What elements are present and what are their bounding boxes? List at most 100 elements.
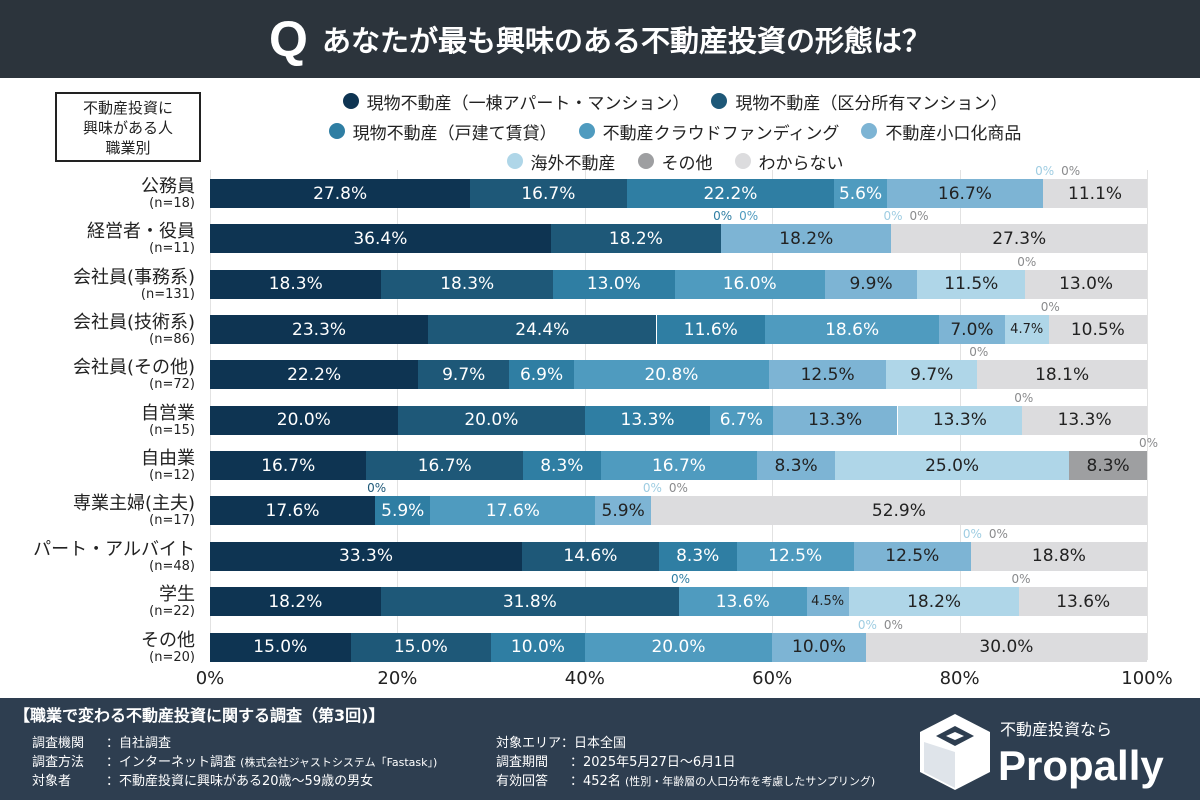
category-box-line: 不動産投資に bbox=[82, 99, 173, 117]
stacked-bar: 20.0% 20.0% 13.3% 6.7% 13.3% 13.3% 13.3% bbox=[210, 405, 1147, 435]
survey-info-key: 調査方法 bbox=[32, 755, 85, 770]
survey-info-value: ：452名 bbox=[570, 774, 621, 789]
category-label: その他 (n=20) bbox=[0, 630, 195, 665]
survey-info-row: 調査機関 ：自社調査 bbox=[32, 736, 171, 752]
bar-segment: 8.3% bbox=[522, 451, 601, 481]
bar-segment: 9.9% bbox=[824, 269, 918, 299]
bar-segment: 20.0% bbox=[397, 405, 586, 435]
bar-segment: 6.9% bbox=[509, 360, 574, 390]
category-name: 自由業 bbox=[141, 448, 195, 470]
bar-segment: 33.3% bbox=[210, 541, 523, 571]
legend-label: 不動産クラウドファンディング bbox=[602, 123, 840, 144]
category-label: パート・アルバイト (n=48) bbox=[0, 539, 195, 574]
category-name: 経営者・役員 bbox=[87, 221, 195, 243]
legend-row: 現物不動産（一棟アパート・マンション） 現物不動産（区分所有マンション） bbox=[215, 86, 1135, 116]
category-label: 学生 (n=22) bbox=[0, 584, 195, 619]
category-n: (n=15) bbox=[149, 422, 195, 438]
zero-value-label: 0% bbox=[962, 526, 982, 541]
footer: 【職業で変わる不動産投資に関する調査（第3回)】 調査機関 ：自社調査 調査方法 ：… bbox=[0, 698, 1200, 800]
bar-segment: 11.1% bbox=[1043, 179, 1147, 208]
bar-segment: 13.3% bbox=[585, 405, 710, 435]
legend-label: その他 bbox=[661, 153, 713, 174]
category-label: 自営業 (n=15) bbox=[0, 403, 195, 438]
survey-info-row: 有効回答 ：452名 (性別・年齢層の人口分布を考慮したサンプリング) bbox=[496, 774, 875, 790]
bar-segment: 18.1% bbox=[977, 360, 1147, 390]
legend-label: 海外不動産 bbox=[530, 153, 616, 174]
category-label: 会社員(その他) (n=72) bbox=[0, 357, 195, 392]
legend-item: 不動産クラウドファンディング bbox=[578, 119, 840, 144]
legend-label: 現物不動産（戸建て賃貸） bbox=[352, 123, 557, 144]
bar-segment: 16.7% bbox=[886, 179, 1044, 208]
bar-segment: 8.3% bbox=[658, 541, 737, 571]
legend-label: わからない bbox=[758, 153, 844, 174]
zero-value-label: 0% bbox=[988, 526, 1008, 541]
stacked-bar: 18.3% 18.3% 13.0% 16.0% 9.9% 11.5% 13.0% bbox=[210, 269, 1147, 299]
category-name: パート・アルバイト bbox=[33, 538, 195, 560]
legend-item: 現物不動産（区分所有マンション） bbox=[711, 89, 1007, 114]
zero-value-label: 0% bbox=[1040, 300, 1060, 315]
bar-segment: 27.8% bbox=[210, 179, 471, 208]
bar-segment: 7.0% bbox=[939, 315, 1005, 345]
category-name: 会社員(その他) bbox=[72, 357, 195, 379]
stacked-bar: 22.2% 9.7% 6.9% 20.8% 12.5% 9.7% 18.1% bbox=[210, 360, 1147, 390]
survey-info-key: 対象者 bbox=[32, 774, 72, 789]
category-n: (n=86) bbox=[149, 332, 195, 348]
zero-value-label: 0% bbox=[857, 617, 877, 632]
bar-segment: 31.8% bbox=[380, 587, 679, 617]
category-n: (n=18) bbox=[149, 196, 195, 211]
legend-dot-icon bbox=[578, 123, 595, 139]
legend-dot-icon bbox=[342, 93, 359, 109]
bar-segment: 8.3% bbox=[1069, 451, 1147, 481]
x-tick-label: 40% bbox=[564, 668, 605, 689]
category-name: 会社員(事務系) bbox=[72, 266, 195, 288]
chart-area: 0% 20% 40% 60% 80% 100% 公務員 (n=18) 27.8% 16.7% 22.… bbox=[0, 164, 1200, 700]
legend-item: わからない bbox=[734, 149, 844, 174]
category-label: 専業主婦(主夫) (n=17) bbox=[0, 493, 195, 528]
category-n: (n=22) bbox=[149, 604, 195, 620]
zero-value-label: 0% bbox=[1014, 390, 1034, 405]
bar-segment: 9.7% bbox=[886, 360, 978, 390]
category-name: 自営業 bbox=[141, 402, 195, 424]
category-name: 公務員 bbox=[141, 176, 195, 197]
category-n: (n=72) bbox=[149, 377, 195, 393]
x-tick-label: 0% bbox=[195, 668, 225, 689]
gridline bbox=[1147, 170, 1148, 660]
bar-segment: 18.2% bbox=[721, 224, 892, 254]
category-label: 経営者・役員 (n=11) bbox=[0, 221, 195, 256]
bar-segment: 11.5% bbox=[917, 269, 1026, 299]
legend-label: 現物不動産（一棟アパート・マンション） bbox=[366, 93, 690, 114]
category-name: 専業主婦(主夫) bbox=[72, 493, 195, 515]
bar-segment: 15.0% bbox=[210, 632, 351, 662]
zero-value-label: 0% bbox=[367, 481, 387, 496]
category-label: 公務員 (n=18) bbox=[0, 176, 195, 211]
category-n: (n=12) bbox=[149, 468, 195, 484]
title-bar: Q あなたが最も興味のある不動産投資の形態は？ bbox=[0, 0, 1200, 78]
category-name: 学生 bbox=[159, 584, 195, 606]
survey-info-row: 調査方法 ：インターネット調査 (株式会社ジャストシステム「Fastask」) bbox=[32, 755, 437, 771]
bar-segment: 4.5% bbox=[806, 587, 849, 617]
bar-segment: 13.6% bbox=[1019, 587, 1147, 617]
zero-value-label: 0% bbox=[1139, 436, 1159, 451]
category-n: (n=11) bbox=[149, 241, 195, 257]
zero-value-label: 0% bbox=[883, 209, 903, 224]
x-tick-label: 60% bbox=[752, 668, 793, 689]
bar-segment: 23.3% bbox=[210, 315, 429, 345]
bar-segment: 10.0% bbox=[491, 632, 585, 662]
bar-segment: 16.7% bbox=[600, 451, 758, 481]
q-mark: Q bbox=[269, 11, 308, 67]
legend-item: 海外不動産 bbox=[506, 149, 616, 174]
bar-segment: 8.3% bbox=[757, 451, 835, 481]
bar-segment: 9.7% bbox=[418, 360, 510, 390]
bar-segment: 12.5% bbox=[736, 541, 854, 571]
bar-segment: 20.0% bbox=[584, 632, 773, 662]
bar-segment: 18.6% bbox=[765, 315, 940, 345]
bar-segment: 13.3% bbox=[1022, 405, 1147, 435]
bar-segment: 20.0% bbox=[210, 405, 398, 435]
bar-segment: 13.0% bbox=[552, 269, 675, 299]
bar-segment: 18.8% bbox=[970, 541, 1147, 571]
zero-value-label: 0% bbox=[1035, 164, 1055, 178]
stacked-bar: 27.8% 16.7% 22.2% 5.6% 16.7% 11.1% bbox=[210, 179, 1147, 208]
bar-segment: 18.2% bbox=[550, 224, 722, 254]
bar-segment: 20.8% bbox=[573, 360, 769, 390]
category-n: (n=131) bbox=[140, 286, 195, 302]
